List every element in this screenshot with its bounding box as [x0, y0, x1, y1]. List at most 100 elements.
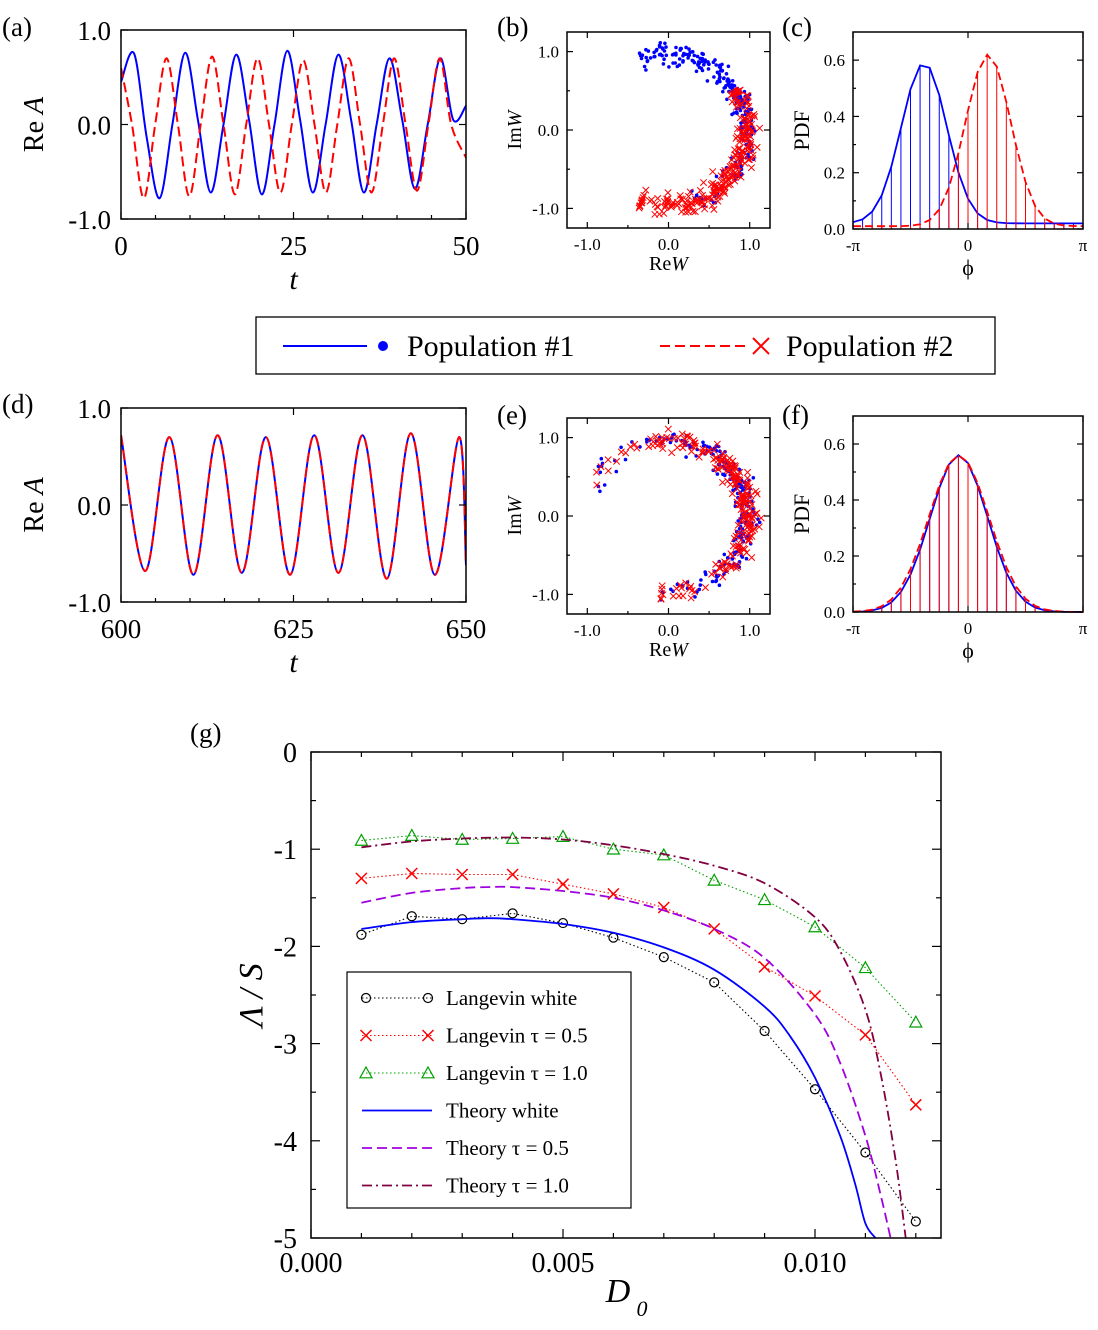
data-point [633, 444, 641, 452]
series-line-2 [121, 55, 466, 200]
data-point [599, 456, 604, 461]
data-point [597, 463, 605, 471]
data-point [743, 104, 751, 112]
data-point [734, 521, 742, 529]
data-point [713, 58, 717, 62]
data-point [744, 155, 753, 164]
data-point [686, 585, 694, 593]
y-tick-label: 0.2 [824, 547, 845, 566]
data-point [661, 62, 666, 66]
data-point [676, 192, 684, 200]
data-point [759, 1025, 770, 1037]
data-point [684, 45, 688, 50]
data-point [703, 194, 711, 202]
panel-f: (f) 0.6 0.4 0.2 0.0-π 0 π ϕ PDF [782, 400, 1088, 663]
data-point [691, 588, 699, 596]
data-point [675, 592, 683, 600]
x-tick-label: 625 [273, 614, 314, 644]
data-point [710, 181, 719, 189]
legend-marker [378, 341, 388, 351]
data-point [636, 202, 644, 210]
y-tick-label: -1.0 [532, 585, 559, 604]
data-point [646, 197, 654, 205]
data-point [421, 1029, 435, 1042]
pdf-line [853, 53, 1084, 228]
data-point [743, 121, 751, 129]
data-point [735, 501, 743, 509]
data-point [714, 63, 718, 67]
y-tick-label: 1.0 [77, 394, 111, 424]
data-point [727, 91, 735, 99]
x-tick-label: 25 [280, 231, 307, 261]
data-point [406, 911, 417, 922]
data-point [692, 53, 697, 58]
data-point [709, 168, 717, 176]
data-point [693, 595, 697, 599]
data-point [720, 187, 728, 195]
series-6 [361, 836, 907, 1238]
data-point [737, 173, 745, 181]
data-point [715, 81, 719, 85]
data-point [729, 562, 737, 570]
data-point [683, 433, 692, 441]
data-point [702, 62, 706, 67]
data-point [700, 68, 705, 73]
data-point [744, 111, 752, 119]
data-point [507, 908, 518, 919]
series-2 [355, 867, 922, 1111]
data-point [687, 582, 695, 590]
data-point [756, 124, 764, 132]
data-point [637, 51, 642, 55]
data-point [682, 208, 690, 216]
data-point [604, 467, 612, 475]
data-point [699, 191, 707, 199]
data-point [724, 72, 729, 76]
series-line-1 [121, 49, 466, 200]
data-point [654, 48, 658, 53]
data-point [604, 456, 612, 464]
data-point [691, 195, 700, 203]
data-point [723, 473, 727, 478]
data-point [709, 191, 717, 199]
data-point [729, 472, 737, 480]
panel-c: (c) 0.6 0.4 0.2 0.0-π 0 π ϕ PDF [782, 12, 1088, 280]
data-point [721, 189, 729, 197]
data-point [651, 200, 660, 209]
data-point [667, 65, 671, 69]
data-point [613, 457, 621, 465]
data-point [663, 197, 672, 205]
data-point [669, 587, 673, 592]
data-point [741, 508, 749, 516]
data-point [678, 430, 686, 438]
data-point [640, 191, 648, 199]
data-point [742, 92, 751, 100]
data-point [720, 69, 724, 73]
data-point [744, 492, 752, 500]
plot-frame [120, 407, 467, 603]
data-point [749, 154, 757, 162]
data-point [692, 60, 697, 65]
data-point [726, 180, 734, 188]
series-points-2 [593, 425, 765, 603]
data-point [659, 445, 667, 453]
legend-label: Theory τ = 1.0 [446, 1174, 569, 1198]
data-point [712, 75, 716, 79]
data-point [909, 1098, 922, 1111]
data-point [736, 102, 744, 110]
data-point [658, 433, 666, 441]
data-point [644, 68, 648, 72]
data-point [727, 563, 735, 572]
data-point [745, 509, 753, 518]
data-point [908, 1014, 923, 1028]
data-point [670, 53, 675, 57]
data-point [598, 470, 603, 475]
data-point [858, 960, 873, 974]
data-point [619, 445, 623, 450]
data-point [664, 53, 669, 58]
data-point [737, 506, 745, 514]
panel-a: (a) 1.0 0.0 -1.00 25 50 t Re A [2, 12, 480, 296]
data-point [708, 922, 721, 935]
data-point [713, 440, 721, 448]
